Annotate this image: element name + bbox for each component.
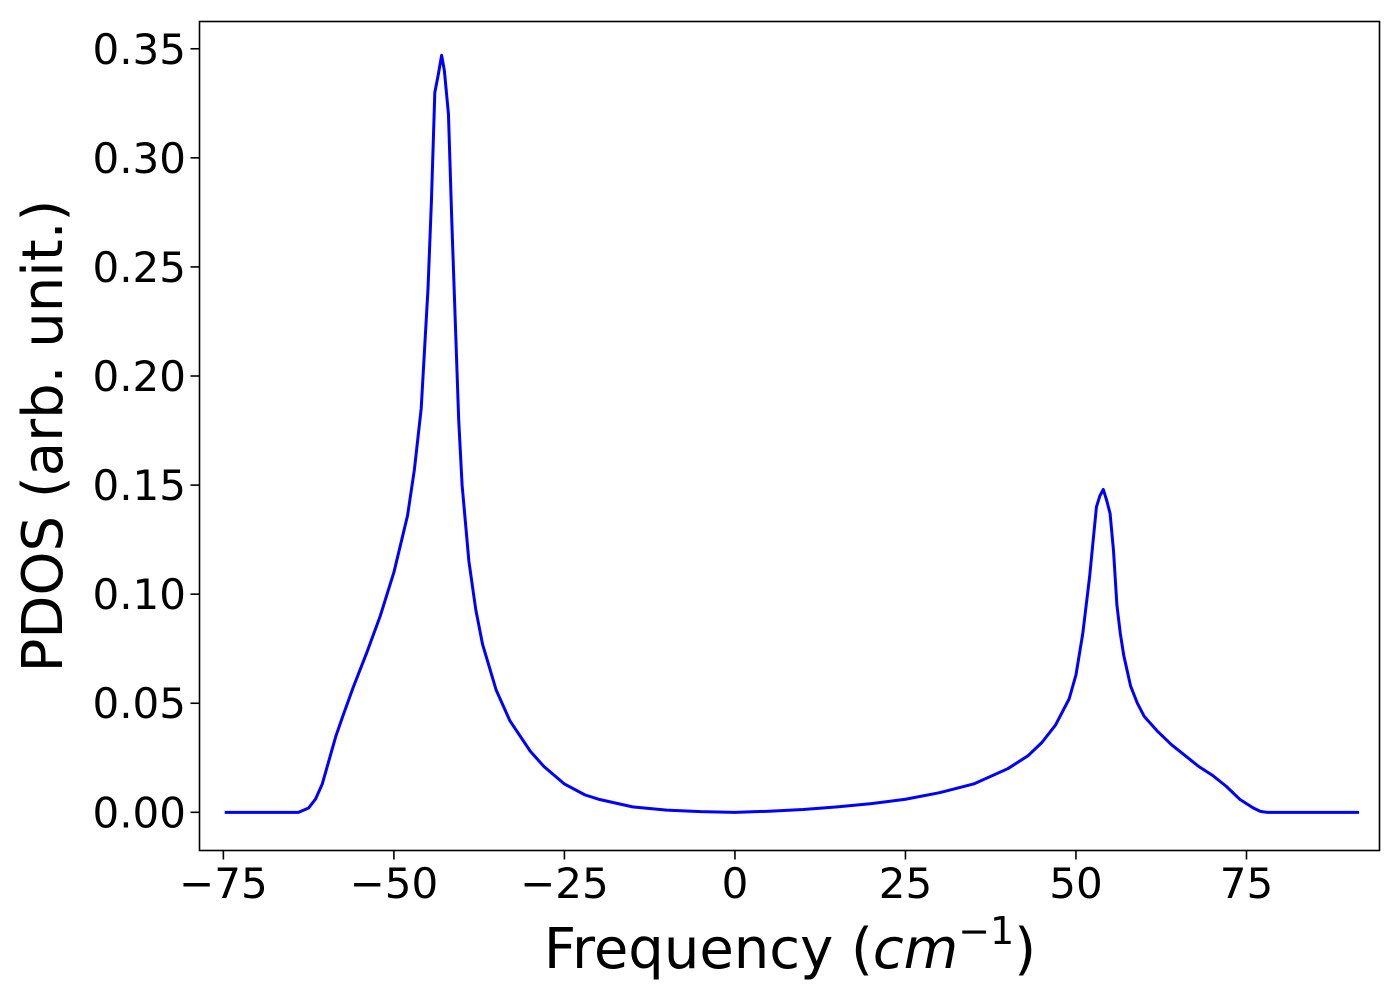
x-tick-label: 75	[1220, 859, 1273, 908]
y-tick-label: 0.10	[92, 570, 186, 619]
y-tick-label: 0.05	[92, 679, 186, 728]
pdos-series-line-0	[224, 53, 1360, 814]
x-tick-label: −75	[179, 859, 268, 908]
x-tick-label: 0	[722, 859, 749, 908]
x-tick-label: −25	[520, 859, 609, 908]
plot-area	[224, 53, 1360, 814]
x-axis-title-suffix: )	[1014, 917, 1036, 982]
y-tick-label: 0.25	[92, 243, 186, 292]
y-tick-label: 0.30	[92, 134, 186, 183]
x-axis-title: Frequency (cm−1)	[544, 909, 1036, 982]
x-axis-title-exponent: −1	[958, 909, 1014, 953]
x-tick-label: −50	[350, 859, 439, 908]
x-axis-title-unit: cm	[873, 917, 958, 982]
x-axis-title-prefix: Frequency (	[544, 917, 873, 982]
y-tick-label: 0.35	[92, 25, 186, 74]
y-axis-title: PDOS (arb. unit.)	[11, 200, 76, 673]
axes-ticks: −75 −50 −25 0 25 50 75 0.00 0.05 0.10 0.15 0.20 0.25…	[92, 25, 1273, 908]
y-tick-label: 0.20	[92, 352, 186, 401]
x-tick-label: 25	[879, 859, 932, 908]
plot-frame	[198, 20, 1381, 852]
x-tick-label: 50	[1049, 859, 1102, 908]
y-tick-label: 0.00	[92, 788, 186, 837]
y-tick-label: 0.15	[92, 461, 186, 510]
